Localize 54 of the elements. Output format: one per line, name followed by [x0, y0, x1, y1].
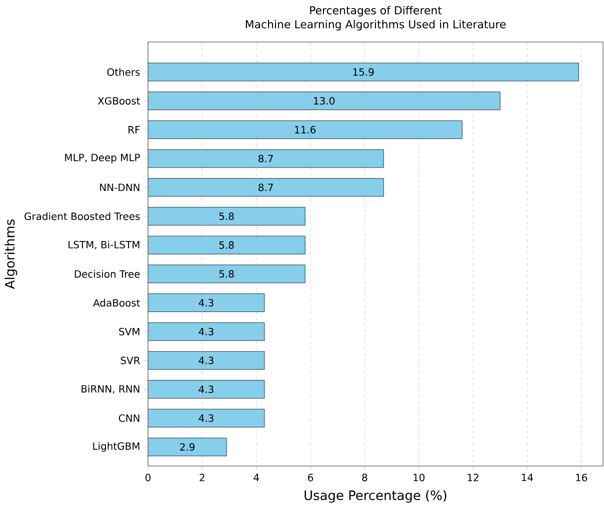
- bar: [148, 351, 265, 370]
- x-tick-label: 0: [145, 474, 151, 482]
- x-tick-label: 10: [414, 474, 425, 482]
- x-tick-label: 16: [576, 474, 588, 482]
- data-label: 5.8: [219, 270, 234, 278]
- bar: [148, 149, 384, 168]
- data-label: 4.3: [198, 356, 214, 364]
- data-label: 4.3: [198, 328, 214, 336]
- bar: [148, 408, 265, 428]
- y-tick-label: LightGBM: [93, 442, 140, 452]
- bar: [148, 62, 579, 82]
- y-tick-label: SVM: [119, 328, 140, 336]
- bar: [148, 120, 462, 139]
- bar: [148, 264, 306, 284]
- bar: [148, 207, 306, 226]
- bar: [148, 438, 227, 456]
- x-tick-label: 6: [308, 474, 314, 482]
- y-tick-label: BiRNN, RNN: [82, 384, 140, 394]
- bar: [148, 178, 384, 197]
- x-tick-label: 12: [468, 474, 478, 482]
- data-label: 11.6: [295, 126, 316, 134]
- bar: [148, 92, 500, 110]
- data-label: 5.8: [219, 241, 234, 249]
- x-tick-label: 8: [362, 474, 368, 482]
- y-tick-label: LSTM, Bi-LSTM: [68, 240, 140, 250]
- bar: [148, 294, 265, 312]
- data-label: 4.3: [198, 414, 214, 422]
- x-tick-label: 14: [522, 474, 533, 482]
- data-label: 5.8: [219, 212, 234, 220]
- y-tick-label: RF: [128, 126, 140, 134]
- bar: [148, 236, 306, 254]
- data-label: 15.9: [353, 68, 374, 76]
- y-axis-title: Algorithms: [4, 220, 18, 289]
- data-label: 8.7: [258, 154, 273, 162]
- data-label: 2.9: [180, 443, 194, 451]
- data-label: 13.0: [314, 97, 334, 105]
- y-tick-label: SVR: [120, 356, 140, 364]
- y-tick-label: Decision Tree: [74, 270, 140, 278]
- bar: [148, 322, 265, 341]
- x-tick-label: 2: [200, 474, 204, 482]
- x-tick-label: 4: [254, 474, 259, 482]
- chart-title: Percentages of Different Machine Learning Algorithms Used in Literature: [246, 6, 506, 31]
- y-tick-label: CNN: [118, 414, 140, 422]
- x-axis-title: Usage Percentage (%): [304, 490, 446, 503]
- data-label: 4.3: [198, 386, 214, 394]
- y-tick-label: MLP, Deep MLP: [65, 154, 140, 164]
- bar: [148, 380, 265, 398]
- y-tick-label: Others: [107, 68, 140, 76]
- data-label: 8.7: [258, 184, 273, 192]
- y-tick-label: Gradient Boosted Trees: [24, 212, 140, 220]
- data-label: 4.3: [198, 298, 214, 307]
- y-tick-label: XGBoost: [98, 97, 140, 105]
- y-tick-label: AdaBoost: [93, 298, 140, 307]
- y-tick-label: NN-DNN: [100, 184, 140, 192]
